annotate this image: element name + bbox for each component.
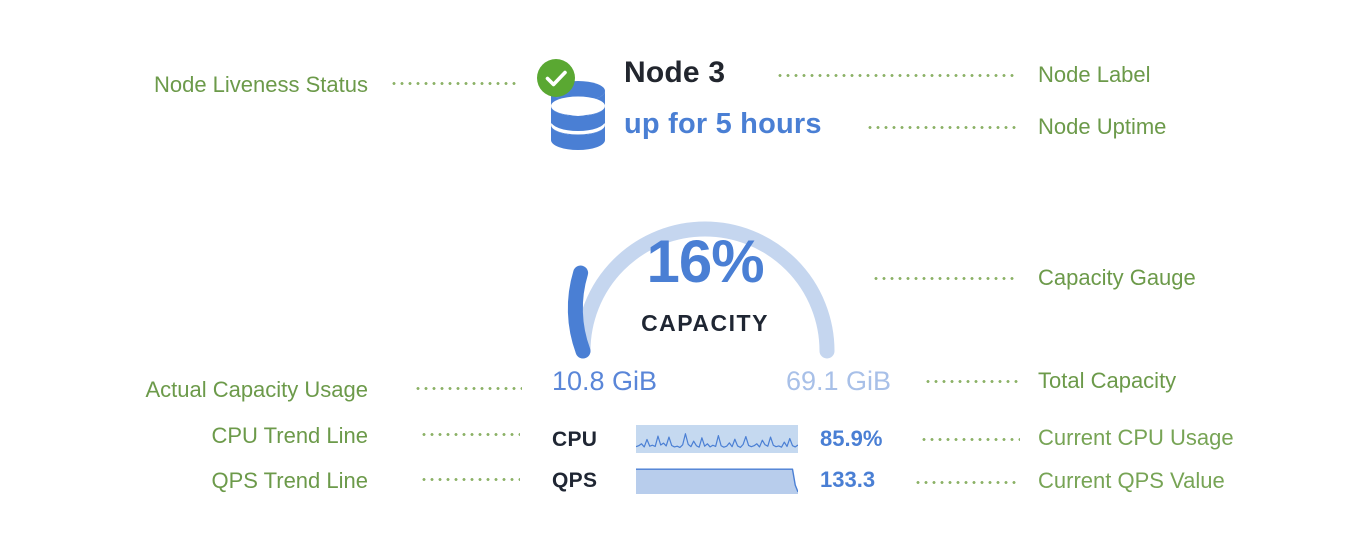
gauge-percent-value: 16% [646,228,764,295]
annotation-capacity-gauge: Capacity Gauge [1038,265,1196,290]
metric-row-cpu: CPU 85.9% [552,424,882,454]
node-uptime: up for 5 hours [624,108,822,140]
leader-current-qps-value [914,481,1020,484]
annotation-actual-capacity-usage: Actual Capacity Usage [145,377,368,402]
annotation-current-cpu-usage: Current CPU Usage [1038,425,1234,450]
annotation-node-liveness-status: Node Liveness Status [153,72,368,97]
qps-value: 133.3 [820,467,876,492]
leader-node-liveness-status [390,82,520,85]
annotation-qps-trend-line: QPS Trend Line [211,468,368,493]
leader-node-uptime [866,126,1016,129]
node-liveness-icon [534,58,616,150]
qps-sparkline [636,468,798,494]
leader-total-capacity [924,380,1020,383]
annotation-node-label: Node Label [1038,62,1151,87]
cpu-sparkline [636,425,798,453]
gauge-caption: CAPACITY [641,310,769,336]
gauge-arc [567,221,835,359]
leader-actual-capacity-usage [414,387,522,390]
capacity-gauge: 16% CAPACITY [555,160,855,365]
qps-label: QPS [552,468,598,492]
check-circle-icon [537,59,575,97]
annotation-current-qps-value: Current QPS Value [1038,468,1225,493]
capacity-total: 69.1 GiB [786,366,892,396]
annotation-node-uptime: Node Uptime [1038,114,1167,139]
leader-node-label [776,74,1016,77]
node-label: Node 3 [624,56,726,89]
annotation-cpu-trend-line: CPU Trend Line [211,423,368,448]
leader-current-cpu-usage [920,438,1020,441]
cpu-label: CPU [552,427,598,451]
cpu-value: 85.9% [820,426,883,451]
metric-row-qps: QPS 133.3 [552,465,875,495]
database-check-icon [537,59,605,150]
leader-cpu-trend-line [420,433,520,436]
annotation-total-capacity: Total Capacity [1038,368,1177,393]
leader-capacity-gauge [872,277,1016,280]
capacity-used: 10.8 GiB [552,366,658,396]
leader-qps-trend-line [420,478,520,481]
